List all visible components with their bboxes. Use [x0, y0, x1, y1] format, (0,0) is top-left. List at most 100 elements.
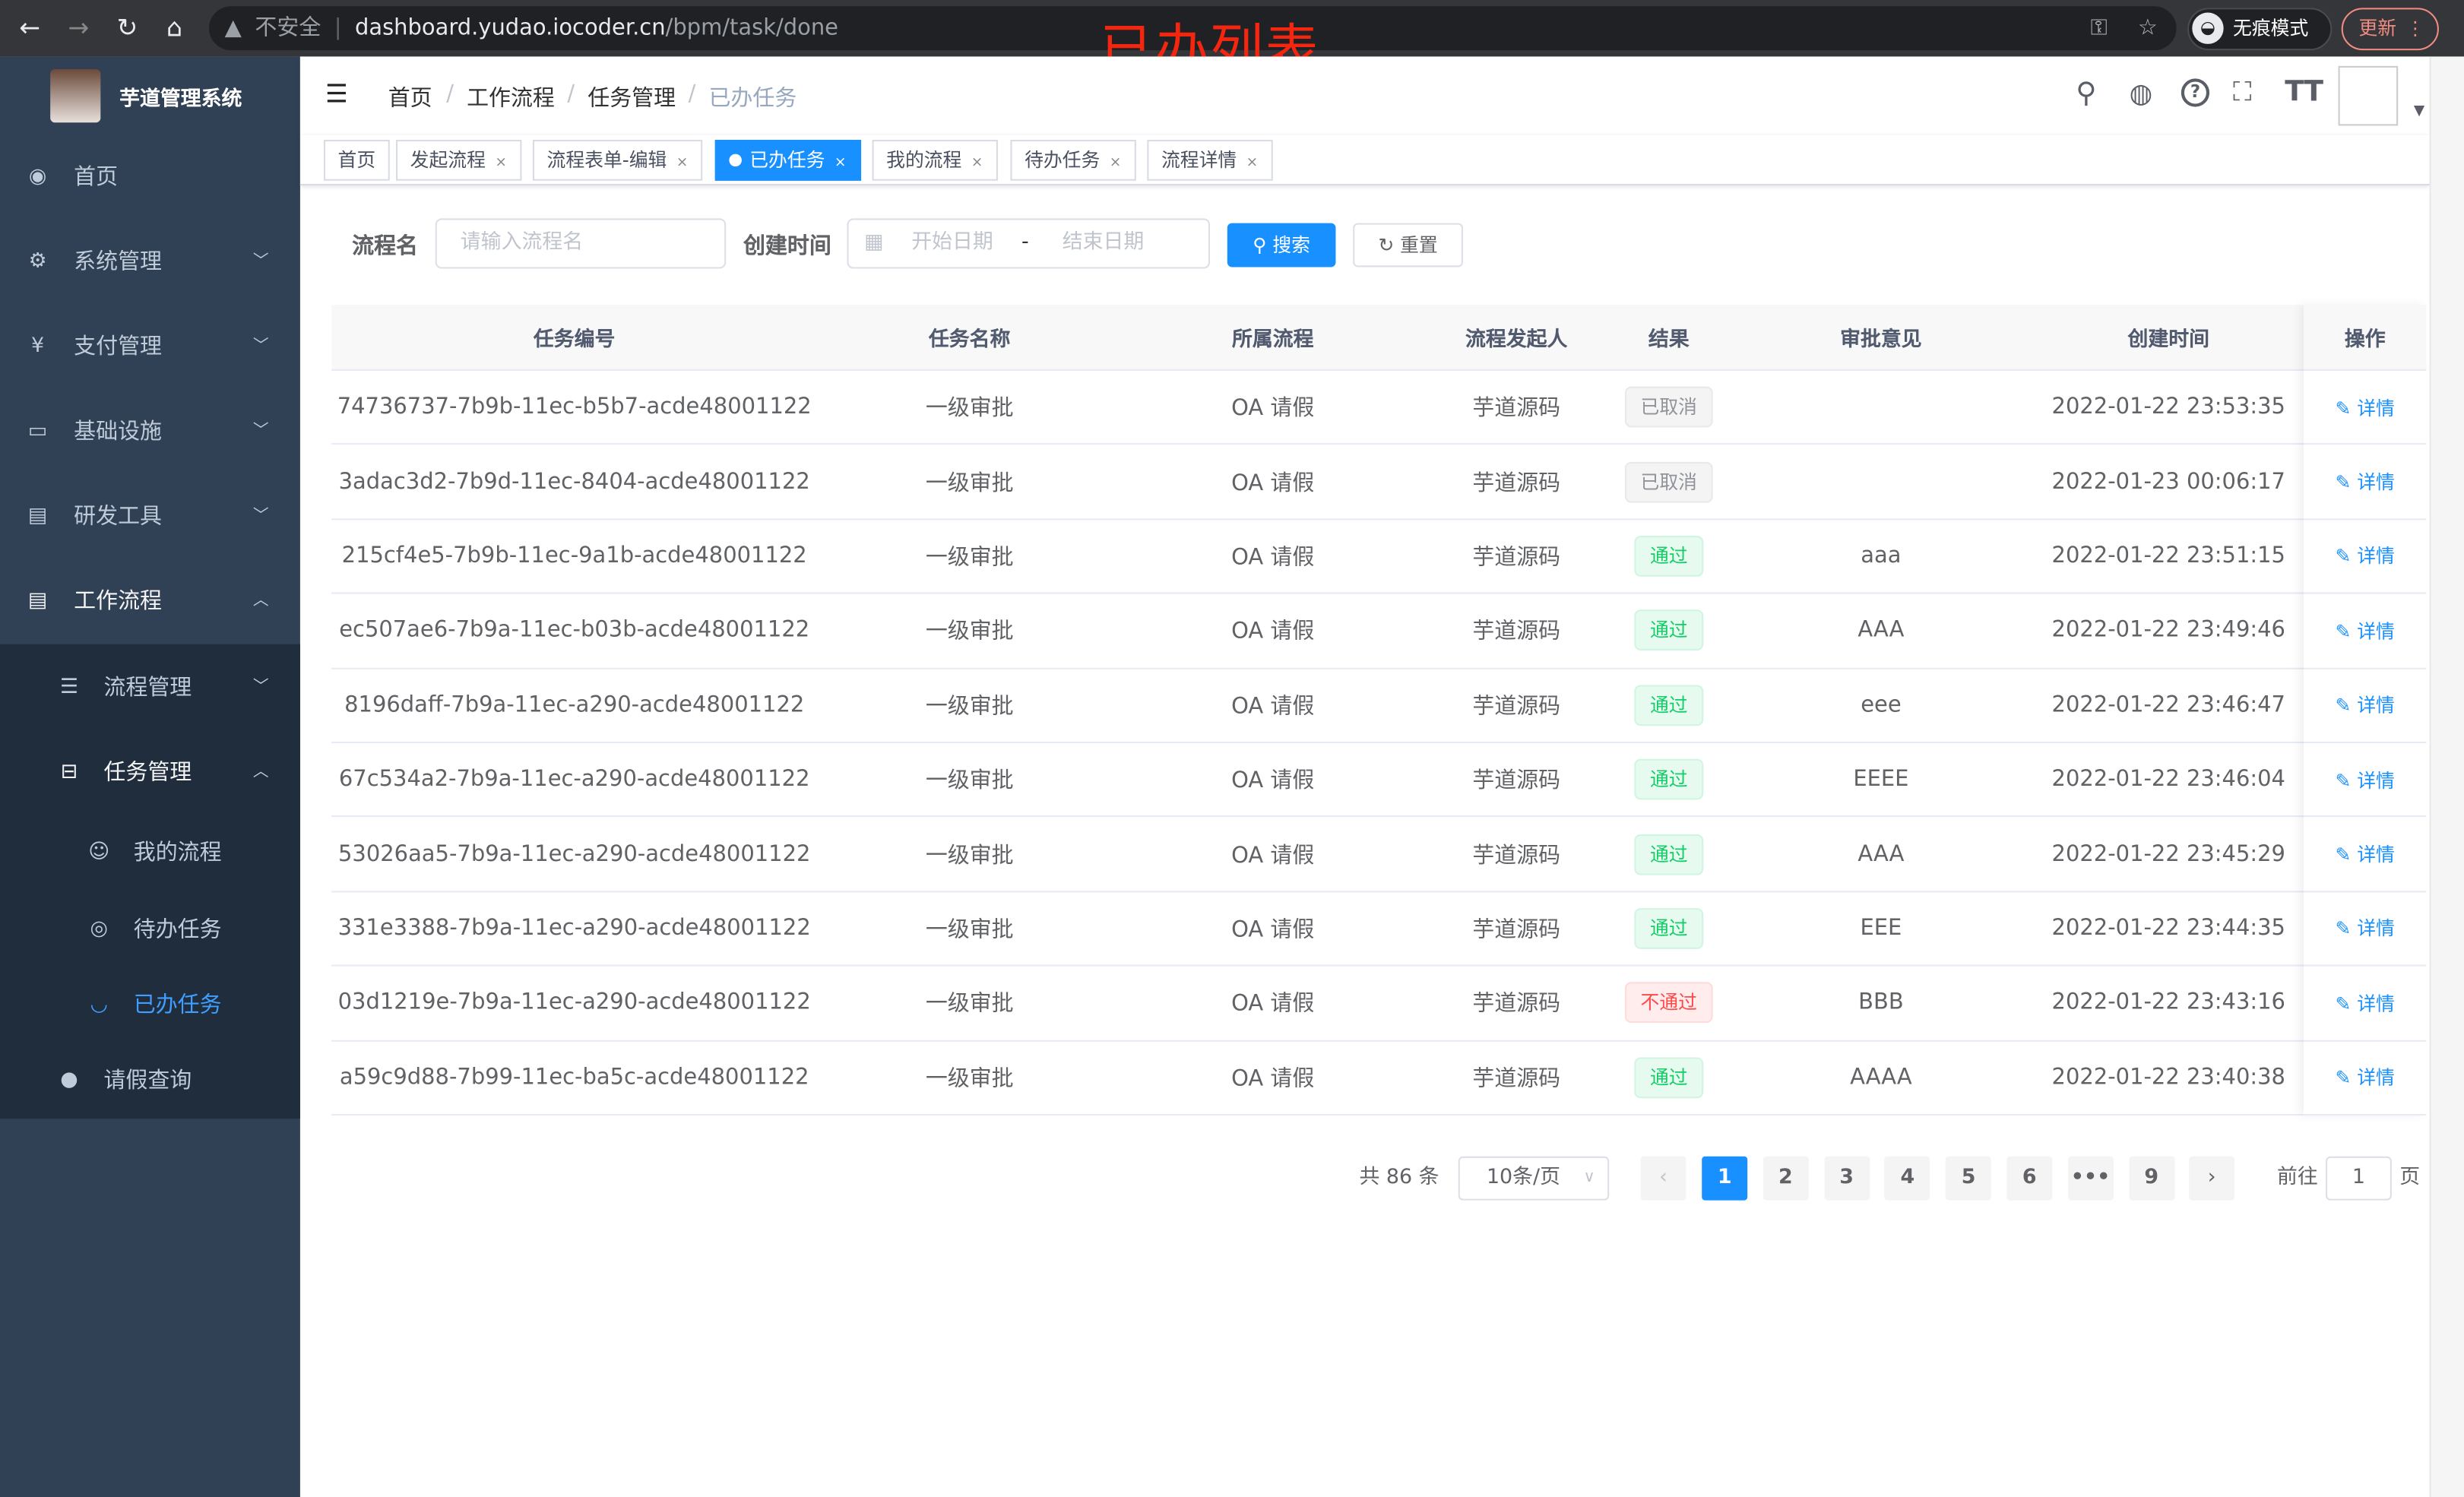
search-button-label: 搜索: [1272, 234, 1310, 257]
close-icon[interactable]: ×: [1246, 155, 1259, 172]
start-date-input[interactable]: 开始日期: [911, 230, 993, 255]
caret-down-icon[interactable]: ▼: [2413, 103, 2425, 120]
user-icon: ●: [60, 1068, 78, 1092]
detail-link[interactable]: ✎ 详情: [2336, 543, 2395, 569]
label: 流程管理: [103, 676, 192, 701]
date-range-picker[interactable]: ▦ 开始日期 - 结束日期: [847, 218, 1211, 269]
breadcrumb-item[interactable]: 任务管理: [587, 86, 676, 112]
detail-link[interactable]: ✎ 详情: [2336, 468, 2395, 495]
page-button[interactable]: 2: [1762, 1156, 1809, 1201]
forward-icon[interactable]: →: [68, 12, 90, 43]
cell-create-time: 2022-01-22 23:53:35: [2051, 394, 2286, 420]
close-icon[interactable]: ×: [834, 155, 847, 172]
cell-task-id: 67c534a2-7b9a-11ec-a290-acde48001122: [338, 767, 810, 793]
page-button[interactable]: •••: [2067, 1156, 2114, 1201]
cell-process-name: OA 请假: [1231, 917, 1315, 943]
next-page-button[interactable]: ›: [2189, 1156, 2235, 1201]
tag-my-process[interactable]: 我的流程 ×: [872, 140, 998, 181]
tag-home[interactable]: 首页: [323, 140, 390, 181]
search-button[interactable]: ⚲ 搜索: [1227, 223, 1336, 267]
prev-page-button[interactable]: ‹: [1640, 1156, 1686, 1201]
tag-form-edit[interactable]: 流程表单-编辑 ×: [532, 140, 702, 181]
page-button[interactable]: 4: [1884, 1156, 1930, 1201]
sidebar-item-done[interactable]: ◡ 已办任务: [0, 963, 300, 1048]
detail-link[interactable]: ✎ 详情: [2336, 692, 2395, 718]
breadcrumb-item[interactable]: 工作流程: [467, 86, 555, 112]
sidebar-item-system[interactable]: ⚙ 系统管理 ﹀: [0, 220, 300, 305]
search-icon[interactable]: ⚲: [2076, 77, 2097, 110]
cell-task-id: 3adac3d2-7b9d-11ec-8404-acde48001122: [338, 469, 810, 495]
fullscreen-icon[interactable]: ⛶: [2233, 77, 2252, 109]
github-icon[interactable]: ◍: [2129, 78, 2153, 110]
back-icon[interactable]: ←: [19, 12, 41, 43]
address-bar[interactable]: ▲ 不安全 | dashboard.yudao.iocoder.cn/bpm/t…: [208, 6, 2177, 51]
close-icon[interactable]: ×: [1109, 155, 1122, 172]
cell-result: 通过: [1609, 1041, 1728, 1114]
page-button[interactable]: 1: [1702, 1156, 1748, 1201]
sidebar-item-process-manage[interactable]: ☰ 流程管理 ﹀: [0, 646, 300, 731]
reload-icon[interactable]: ↻: [116, 12, 138, 43]
toolbox-icon: ▤: [27, 589, 48, 613]
sidebar-item-todo[interactable]: ◎ 待办任务: [0, 888, 300, 973]
incognito-badge[interactable]: ◒ 无痕模式: [2187, 8, 2333, 51]
home-icon[interactable]: ⌂: [166, 12, 183, 43]
detail-link[interactable]: ✎ 详情: [2336, 617, 2395, 644]
key-icon[interactable]: ⚿: [2090, 15, 2108, 41]
hamburger-icon[interactable]: ☰: [325, 78, 348, 109]
cell-process-name: OA 请假: [1231, 843, 1315, 869]
goto-page-input[interactable]: 1: [2326, 1156, 2392, 1201]
cell-result: 不通过: [1609, 967, 1728, 1040]
sidebar-item-task-manage[interactable]: ⊟ 任务管理 ︿: [0, 730, 300, 815]
reset-button[interactable]: ↻ 重置: [1353, 223, 1463, 267]
list-icon: ☰: [59, 676, 79, 700]
edit-icon: ✎: [2335, 843, 2358, 866]
close-icon[interactable]: ×: [495, 155, 507, 172]
cell-task-id: 8196daff-7b9a-11ec-a290-acde48001122: [344, 692, 805, 718]
detail-label: 详情: [2357, 397, 2395, 419]
page-button[interactable]: 5: [1946, 1156, 1992, 1201]
sidebar-item-my-process[interactable]: ☺ 我的流程: [0, 811, 300, 896]
table-row: ec507ae6-7b9a-11ec-b03b-acde48001122 一级审批…: [331, 594, 2427, 669]
page-button[interactable]: 3: [1823, 1156, 1870, 1201]
avatar[interactable]: [2338, 65, 2399, 126]
detail-link[interactable]: ✎ 详情: [2336, 989, 2395, 1016]
edit-icon: ✎: [2335, 992, 2358, 1015]
detail-link[interactable]: ✎ 详情: [2336, 915, 2395, 942]
page-button[interactable]: 9: [2128, 1156, 2174, 1201]
cell-task-id: a59c9d88-7b99-11ec-ba5c-acde48001122: [339, 1065, 809, 1090]
submenu-background: [0, 644, 300, 1119]
detail-link[interactable]: ✎ 详情: [2336, 840, 2395, 867]
star-icon[interactable]: ☆: [2137, 15, 2158, 41]
cell-task-name: 一级审批: [925, 992, 1014, 1018]
tag-todo[interactable]: 待办任务 ×: [1010, 140, 1135, 181]
detail-link[interactable]: ✎ 详情: [2336, 1064, 2395, 1090]
font-size-icon[interactable]: ꓔT: [2285, 75, 2324, 109]
cell-comment: eee: [1861, 692, 1902, 718]
breadcrumb-item[interactable]: 首页: [388, 86, 432, 112]
detail-link[interactable]: ✎ 详情: [2336, 394, 2395, 420]
monitor-icon: ▭: [27, 419, 48, 444]
page-unit-label: 页: [2399, 1166, 2421, 1190]
sidebar-item-infra[interactable]: ▭ 基础设施 ﹀: [0, 390, 300, 475]
sidebar-item-workflow[interactable]: ▤ 工作流程 ︿: [0, 559, 300, 644]
process-name-input[interactable]: 请输入流程名: [435, 218, 727, 269]
end-date-input[interactable]: 结束日期: [1062, 230, 1145, 255]
sidebar-item-leave[interactable]: ● 请假查询: [0, 1039, 300, 1124]
scrollbar[interactable]: [2429, 56, 2464, 1497]
sidebar-item-tools[interactable]: ▤ 研发工具 ﹀: [0, 474, 300, 559]
page-size-select[interactable]: 10条/页 ∨: [1458, 1156, 1610, 1201]
help-icon[interactable]: ?: [2181, 78, 2210, 107]
sidebar-item-pay[interactable]: ¥ 支付管理 ﹀: [0, 305, 300, 390]
detail-link[interactable]: ✎ 详情: [2336, 766, 2395, 793]
close-icon[interactable]: ×: [971, 155, 983, 172]
table-row: 67c534a2-7b9a-11ec-a290-acde48001122 一级审批…: [331, 743, 2427, 818]
tag-process-detail[interactable]: 流程详情 ×: [1147, 140, 1272, 181]
cell-task-name: 一级审批: [925, 694, 1014, 720]
page-button[interactable]: 6: [2006, 1156, 2053, 1201]
update-button[interactable]: 更新 ⋮: [2341, 8, 2439, 51]
tag-done-tasks[interactable]: 已办任务 ×: [714, 140, 861, 181]
sidebar-item-home[interactable]: ◉ 首页: [0, 135, 300, 220]
cell-result: 通过: [1609, 743, 1728, 816]
close-icon[interactable]: ×: [676, 155, 689, 172]
tag-start-process[interactable]: 发起流程 ×: [396, 140, 521, 181]
